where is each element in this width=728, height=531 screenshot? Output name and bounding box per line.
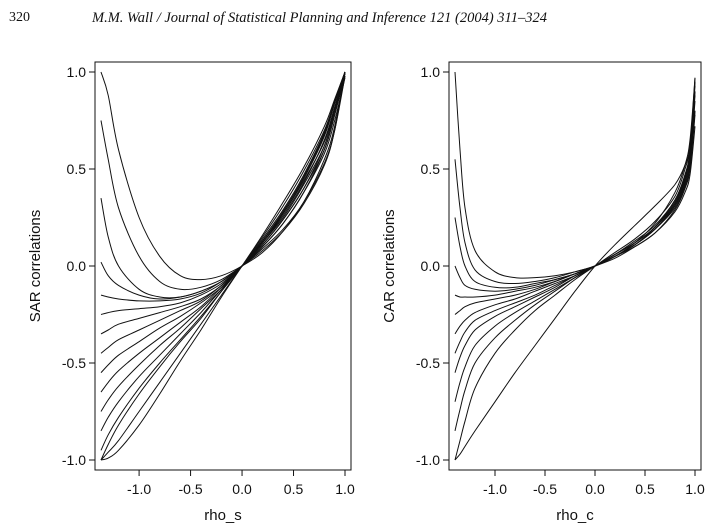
- sar-curves: [100, 71, 346, 461]
- car-curves: [454, 71, 696, 461]
- car-correlation-curve-10: [454, 95, 696, 402]
- sar-correlation-curve-13: [100, 71, 346, 451]
- car-correlation-curve-2: [454, 91, 696, 285]
- car-y-tick-label: 1.0: [421, 64, 441, 80]
- sar-correlation-curve-1: [100, 71, 346, 281]
- sar-correlation-curve-9: [100, 73, 346, 374]
- sar-y-tick-label: -1.0: [62, 452, 86, 468]
- car-y-tick-label: -0.5: [416, 355, 440, 371]
- car-chart-panel: -1.0 -0.5 0.0 0.5 1.0 -1.0 -0.5 0.0 0.5 1.0 rho_…: [381, 61, 705, 524]
- sar-y-axis: -1.0 -0.5 0.0 0.5 1.0: [62, 64, 95, 468]
- car-x-tick-label: -1.0: [483, 481, 507, 497]
- car-x-tick-label: 0.5: [635, 481, 655, 497]
- car-x-tick-label: 1.0: [685, 481, 705, 497]
- sar-correlation-curve-10: [100, 71, 346, 393]
- sar-y-tick-label: -0.5: [62, 355, 86, 371]
- running-header: 320 M.M. Wall / Journal of Statistical P…: [0, 0, 728, 36]
- car-y-tick-label: -1.0: [416, 452, 440, 468]
- car-x-axis-label: rho_c: [556, 507, 594, 524]
- car-correlation-curve-9: [454, 85, 696, 373]
- car-x-tick-label: 0.0: [585, 481, 605, 497]
- sar-chart-panel: -1.0 -0.5 0.0 0.5 1.0 -1.0 -0.5 0.0 0.5 1.0 rho_…: [27, 61, 355, 524]
- sar-x-tick-label: 0.0: [232, 481, 252, 497]
- sar-y-tick-label: 0.0: [67, 258, 87, 274]
- car-y-axis: -1.0 -0.5 0.0 0.5 1.0: [416, 64, 449, 468]
- sar-correlation-curve-16: [100, 71, 346, 461]
- sar-x-tick-label: -0.5: [179, 481, 203, 497]
- car-y-axis-label: CAR correlations: [381, 209, 398, 322]
- sar-plot-frame: [94, 61, 352, 471]
- sar-correlation-curve-6: [100, 71, 346, 315]
- running-head: M.M. Wall / Journal of Statistical Plann…: [92, 10, 547, 26]
- sar-y-tick-label: 1.0: [67, 64, 87, 80]
- sar-correlation-curve-15: [100, 71, 346, 461]
- sar-y-axis-label: SAR correlations: [27, 210, 44, 323]
- car-correlation-curve-3: [454, 110, 696, 289]
- sar-correlation-curve-5: [100, 77, 346, 302]
- car-y-tick-label: 0.5: [421, 161, 441, 177]
- car-correlation-curve-13: [454, 81, 696, 461]
- car-correlation-curve-1: [454, 71, 696, 279]
- page-number: 320: [9, 10, 30, 25]
- car-x-axis: -1.0 -0.5 0.0 0.5 1.0: [483, 470, 705, 497]
- car-correlation-curve-6: [454, 114, 696, 315]
- car-y-tick-label: 0.0: [421, 258, 441, 274]
- sar-correlation-curve-3: [100, 75, 346, 299]
- sar-x-axis: -1.0 -0.5 0.0 0.5 1.0: [127, 470, 355, 497]
- sar-correlation-curve-12: [100, 71, 346, 432]
- sar-correlation-curve-2: [100, 71, 346, 291]
- sar-x-tick-label: 0.5: [284, 481, 304, 497]
- car-x-tick-label: -0.5: [533, 481, 557, 497]
- sar-correlation-curve-4: [100, 71, 346, 300]
- sar-x-axis-label: rho_s: [204, 507, 242, 524]
- car-correlation-curve-12: [454, 77, 696, 461]
- sar-y-tick-label: 0.5: [67, 161, 87, 177]
- car-correlation-curve-4: [454, 126, 696, 292]
- sar-x-tick-label: -1.0: [127, 481, 151, 497]
- sar-x-tick-label: 1.0: [335, 481, 355, 497]
- sar-correlation-curve-11: [100, 73, 346, 412]
- sar-correlation-curve-14: [100, 71, 346, 461]
- car-correlation-curve-5: [454, 91, 696, 298]
- car-correlation-curve-8: [454, 110, 696, 354]
- car-correlation-curve-11: [454, 81, 696, 432]
